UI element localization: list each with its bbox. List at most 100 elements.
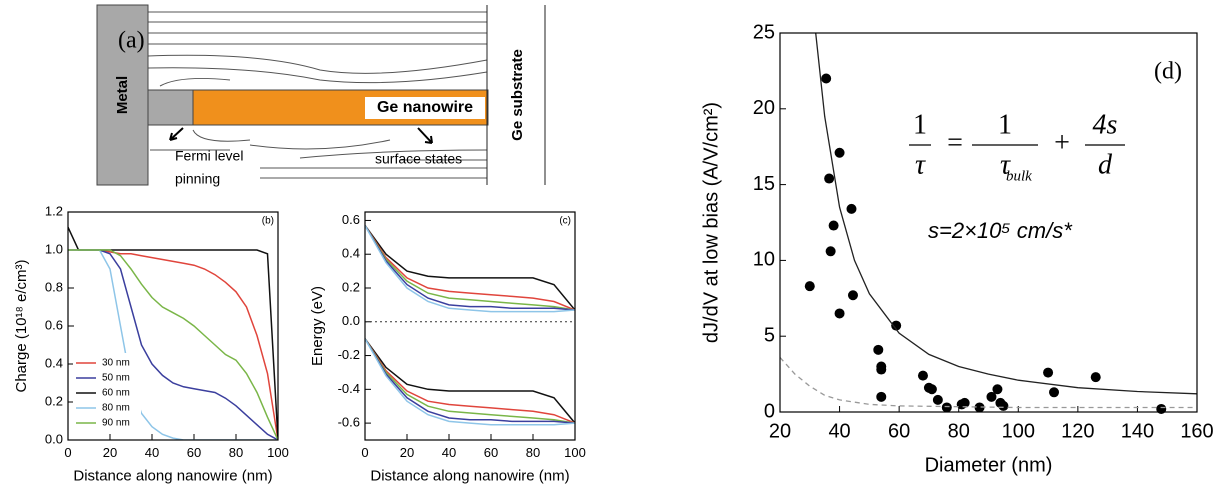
x-tick-label: 20	[769, 420, 791, 442]
equation-text: =	[947, 127, 963, 158]
equation-text: 4s	[1093, 109, 1118, 140]
y-tick-label: 5	[764, 324, 775, 346]
y-tick-label: -0.6	[338, 415, 360, 430]
chart: 0 20 40 60 80 100 -0.6 -0.4 -0.2 0.0 0.2 0.4 0.6 Dist…	[309, 211, 586, 484]
line	[365, 338, 575, 424]
label: Ge nanowire	[377, 99, 473, 116]
line	[365, 225, 575, 311]
line	[68, 249, 278, 440]
panel-label: (a)	[118, 28, 145, 54]
point	[834, 308, 845, 319]
equation-text: bulk	[1006, 168, 1032, 184]
point	[821, 73, 832, 84]
point	[998, 400, 1009, 411]
y-tick-label: 0.8	[45, 279, 63, 294]
x-tick-label: 80	[948, 420, 970, 442]
plot-frame	[364, 211, 576, 441]
line	[365, 338, 575, 424]
plot-frame	[67, 211, 279, 441]
y-tick-label: 0.0	[45, 431, 63, 446]
arrow	[417, 127, 433, 144]
x-tick-label: 80	[229, 445, 243, 460]
point	[824, 173, 835, 184]
line	[365, 225, 575, 313]
equation-text: 1	[913, 109, 927, 140]
label: Metal	[114, 76, 131, 114]
annotation: s=2×10⁵ cm/s*	[928, 218, 1073, 243]
point	[959, 397, 970, 408]
label: pinning	[175, 171, 220, 187]
arrow	[169, 127, 184, 141]
y-axis-label: Charge (10¹⁸ e/cm³)	[13, 259, 30, 392]
y-tick-label: 10	[753, 249, 775, 271]
equation-text: d	[1098, 149, 1113, 180]
point	[986, 391, 997, 402]
y-tick-label: -0.2	[338, 347, 360, 362]
x-tick-label: 100	[564, 445, 586, 460]
label-bg	[365, 97, 485, 119]
equation-text: 1	[998, 109, 1012, 140]
x-tick-label: 60	[484, 445, 498, 460]
x-tick-label: 0	[64, 445, 71, 460]
point	[834, 147, 845, 158]
x-tick-label: 60	[187, 445, 201, 460]
x-tick-label: 20	[400, 445, 414, 460]
point	[873, 344, 884, 355]
x-tick-label: 100	[267, 445, 289, 460]
legend-label: 80 nm	[102, 403, 130, 414]
point	[846, 203, 857, 214]
fit-line	[815, 33, 1197, 395]
y-tick-label: 0.2	[342, 279, 360, 294]
x-tick-label: 100	[1002, 420, 1035, 442]
line	[365, 225, 575, 311]
point	[1090, 372, 1101, 383]
point	[926, 384, 937, 395]
x-axis-label: Distance along nanowire (nm)	[370, 467, 569, 484]
field-lines	[147, 11, 488, 179]
x-tick-label: 160	[1180, 420, 1213, 442]
point	[1043, 367, 1054, 378]
diagram: (a) Metal Ge nanowire Ge substrate Fermi…	[96, 4, 546, 187]
x-axis-label: Distance along nanowire (nm)	[73, 467, 272, 484]
line	[365, 225, 575, 311]
chart: 20 40 60 80 100 120 140 160 0 5 10 15 20 25 Diameter (…	[700, 21, 1213, 476]
contact	[147, 89, 194, 126]
equation-text: τ	[915, 149, 926, 180]
y-tick-label: 0.4	[342, 246, 360, 261]
y-axis-label: dJ/dV at low bias (A/V/cm²)	[700, 102, 722, 343]
x-tick-label: 140	[1121, 420, 1154, 442]
line	[365, 338, 575, 424]
y-tick-label: 0.6	[45, 317, 63, 332]
x-tick-label: 80	[526, 445, 540, 460]
y-tick-label: -0.4	[338, 381, 360, 396]
y-tick-label: 0.2	[45, 393, 63, 408]
line	[365, 225, 575, 311]
line	[365, 338, 575, 426]
chart: 0 20 40 60 80 100 0.0 0.2 0.4 0.6 0.8 1.0 1.2 Distanc…	[13, 203, 289, 484]
point	[1049, 387, 1060, 398]
y-tick-label: 1.2	[45, 203, 63, 218]
point	[828, 220, 839, 231]
x-tick-label: 40	[145, 445, 159, 460]
plot-frame	[779, 32, 1198, 413]
label: Fermi level	[175, 148, 243, 164]
legend-label: 50 nm	[102, 373, 130, 384]
label: Ge substrate	[509, 49, 526, 141]
legend-label: 90 nm	[102, 418, 130, 429]
line	[365, 338, 575, 424]
x-tick-label: 40	[442, 445, 456, 460]
point	[876, 391, 887, 402]
fit-line	[780, 356, 1197, 409]
y-tick-label: 25	[753, 21, 775, 43]
point	[992, 384, 1003, 395]
point	[891, 320, 902, 331]
legend-label: 60 nm	[102, 388, 130, 399]
point	[941, 402, 952, 413]
line	[68, 249, 278, 440]
x-tick-label: 40	[828, 420, 850, 442]
y-axis-label: Energy (eV)	[309, 286, 326, 366]
point	[876, 364, 887, 375]
x-tick-label: 0	[361, 445, 368, 460]
point	[974, 402, 985, 413]
